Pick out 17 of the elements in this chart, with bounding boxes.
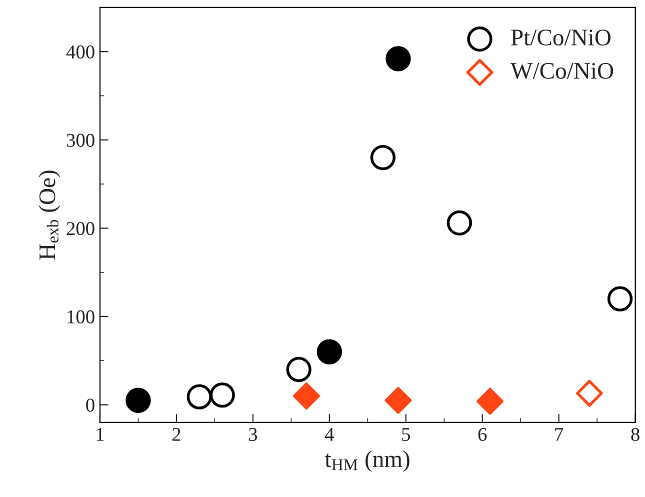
y-tick-label: 200 xyxy=(66,222,94,236)
y-axis-title: H$_{exb}$ (Oe) xyxy=(38,170,60,260)
x-tick-label: 1 xyxy=(96,428,104,441)
x-tick-label: 6 xyxy=(478,428,487,441)
legend-label: Pt/Co/NiO xyxy=(511,30,611,46)
y-tick-label: 0 xyxy=(86,398,94,412)
legend-label: W/Co/NiO xyxy=(510,62,614,79)
x-tick-label: 3 xyxy=(249,428,258,441)
x-tick-label: 5 xyxy=(402,428,410,441)
x-tick-label: 4 xyxy=(324,428,334,441)
y-tick-label: 100 xyxy=(68,310,94,324)
y-tick-label: 400 xyxy=(66,45,94,59)
x-tick-label: 8 xyxy=(631,428,640,441)
x-axis-title: t$_{HM}$ (nm) xyxy=(324,450,410,472)
y-tick-label: 300 xyxy=(66,134,94,147)
x-tick-label: 2 xyxy=(172,428,180,441)
x-tick-label: 7 xyxy=(555,428,564,441)
